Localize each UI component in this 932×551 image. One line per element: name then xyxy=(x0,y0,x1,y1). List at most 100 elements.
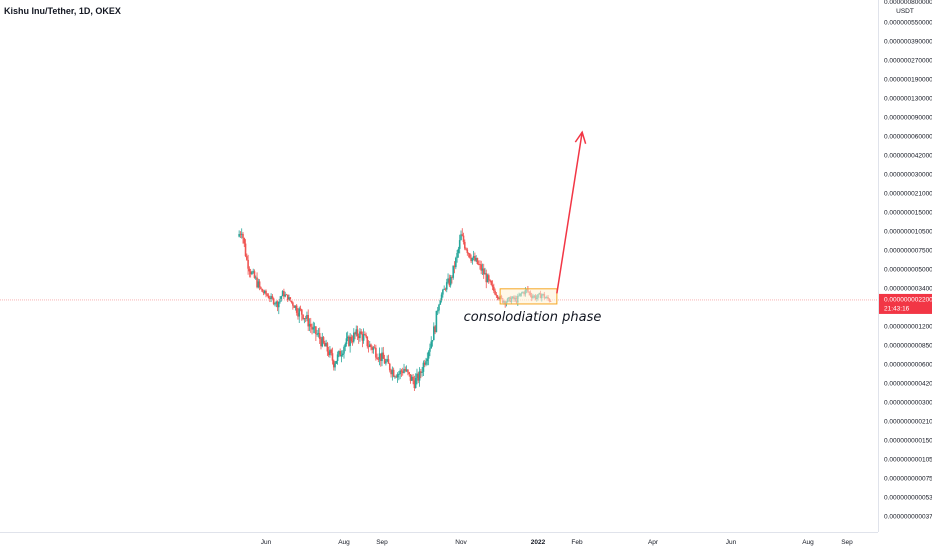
candle-body xyxy=(494,290,496,295)
candle-body xyxy=(277,301,280,308)
price-tick-label: 0.000000190000 xyxy=(884,77,932,84)
candle-body xyxy=(398,374,400,375)
candle-body xyxy=(440,294,443,301)
last-price-badge xyxy=(879,293,932,314)
price-tick-label: 0.000000090000 xyxy=(884,115,932,122)
candle-body xyxy=(256,277,258,288)
candle-body xyxy=(295,305,298,313)
candle-body xyxy=(315,326,317,335)
candle-body xyxy=(350,336,353,342)
candle-body xyxy=(418,371,421,381)
price-tick-label: 0.000000005000 xyxy=(884,267,932,274)
time-axis[interactable] xyxy=(0,532,878,551)
time-tick-label: Feb xyxy=(571,539,583,546)
candle-body xyxy=(414,377,417,389)
candle-body xyxy=(443,288,445,290)
candle-body xyxy=(239,234,242,235)
candle-body xyxy=(399,370,401,375)
candle-body xyxy=(405,369,408,371)
price-tick-label: 0.000000000300 xyxy=(884,400,932,407)
candle-body xyxy=(425,361,427,365)
time-ticks: Jun Aug Sep Nov 2022 Feb Apr Jun Aug Sep xyxy=(261,539,853,546)
price-tick-label: 0.000000550000 xyxy=(884,20,932,27)
price-tick-label: 0.000000030000 xyxy=(884,172,932,179)
price-tick-label: 0.000000010500 xyxy=(884,229,932,236)
candle-body xyxy=(313,326,316,328)
candle-body xyxy=(357,336,360,339)
candle-body xyxy=(299,308,302,310)
candle-body xyxy=(491,284,494,287)
candle-body xyxy=(445,282,448,290)
candle-body xyxy=(482,268,485,275)
candle-body xyxy=(254,277,257,279)
candle-body xyxy=(390,370,392,375)
candle-body xyxy=(304,318,307,319)
price-tick-label: 0.000000000037 xyxy=(884,514,932,521)
candle-body xyxy=(301,309,303,315)
candle-body xyxy=(329,349,331,356)
price-tick-label: 0.000000270000 xyxy=(884,58,932,65)
candle-body xyxy=(447,278,449,283)
candle-body xyxy=(359,331,361,339)
price-tick-label: 0.000000000600 xyxy=(884,362,932,369)
candle-body xyxy=(496,295,499,299)
candle-body xyxy=(452,265,455,278)
candle-body xyxy=(294,305,297,308)
candle-body xyxy=(422,362,425,372)
candle-body xyxy=(356,329,359,337)
candle-body xyxy=(489,279,491,282)
price-tick-label: 0.000000000850 xyxy=(884,343,932,350)
candle-body xyxy=(338,350,340,355)
candle-body xyxy=(377,358,380,360)
projection-arrow[interactable] xyxy=(556,132,583,294)
candle-body xyxy=(298,308,301,317)
price-scale[interactable] xyxy=(878,0,932,532)
candle-body xyxy=(247,259,249,269)
annotation-text[interactable]: consolodiation phase xyxy=(464,310,602,325)
candle-body xyxy=(280,296,283,299)
candle-body xyxy=(458,240,461,249)
candle-body xyxy=(276,301,279,308)
candle-body xyxy=(346,336,349,339)
candle-body xyxy=(326,343,329,352)
candle-body xyxy=(246,256,248,260)
candle-body xyxy=(373,347,376,349)
time-tick-label: Aug xyxy=(338,539,350,546)
candle-body xyxy=(375,347,377,358)
consolidation-box[interactable] xyxy=(499,288,558,305)
candle-body xyxy=(238,234,240,237)
candle-body xyxy=(475,257,477,261)
time-tick-label: Aug xyxy=(802,539,814,546)
candle-body xyxy=(252,271,255,273)
candle-body xyxy=(451,276,453,278)
candle-body xyxy=(290,300,293,303)
candle-body xyxy=(433,326,435,341)
candle-body xyxy=(340,354,343,357)
price-tick-label: 0.000000000210 xyxy=(884,419,932,426)
price-tick-label: 0.000000000053 xyxy=(884,495,932,502)
candle-body xyxy=(429,348,431,352)
candle-body xyxy=(479,264,481,265)
candle-body xyxy=(430,341,433,349)
candle-body xyxy=(449,276,452,286)
candle-body xyxy=(439,300,442,305)
candle-body xyxy=(457,248,460,254)
candle-body xyxy=(471,257,474,262)
candle-body xyxy=(249,271,252,275)
candle-body xyxy=(248,268,251,272)
candle-body xyxy=(382,352,385,359)
candle-body xyxy=(408,372,410,375)
candle-body xyxy=(444,288,447,290)
price-tick-label: 0.000000000075 xyxy=(884,476,932,483)
candle-body xyxy=(485,273,488,283)
candle-body xyxy=(330,349,333,354)
candle-body xyxy=(426,358,429,362)
candle-body xyxy=(403,369,405,373)
candle-body xyxy=(270,296,272,300)
candle-body xyxy=(472,255,475,258)
candle-body xyxy=(421,371,423,373)
candle-body xyxy=(490,281,493,285)
candle-body xyxy=(465,248,467,250)
candle-body xyxy=(372,347,375,350)
